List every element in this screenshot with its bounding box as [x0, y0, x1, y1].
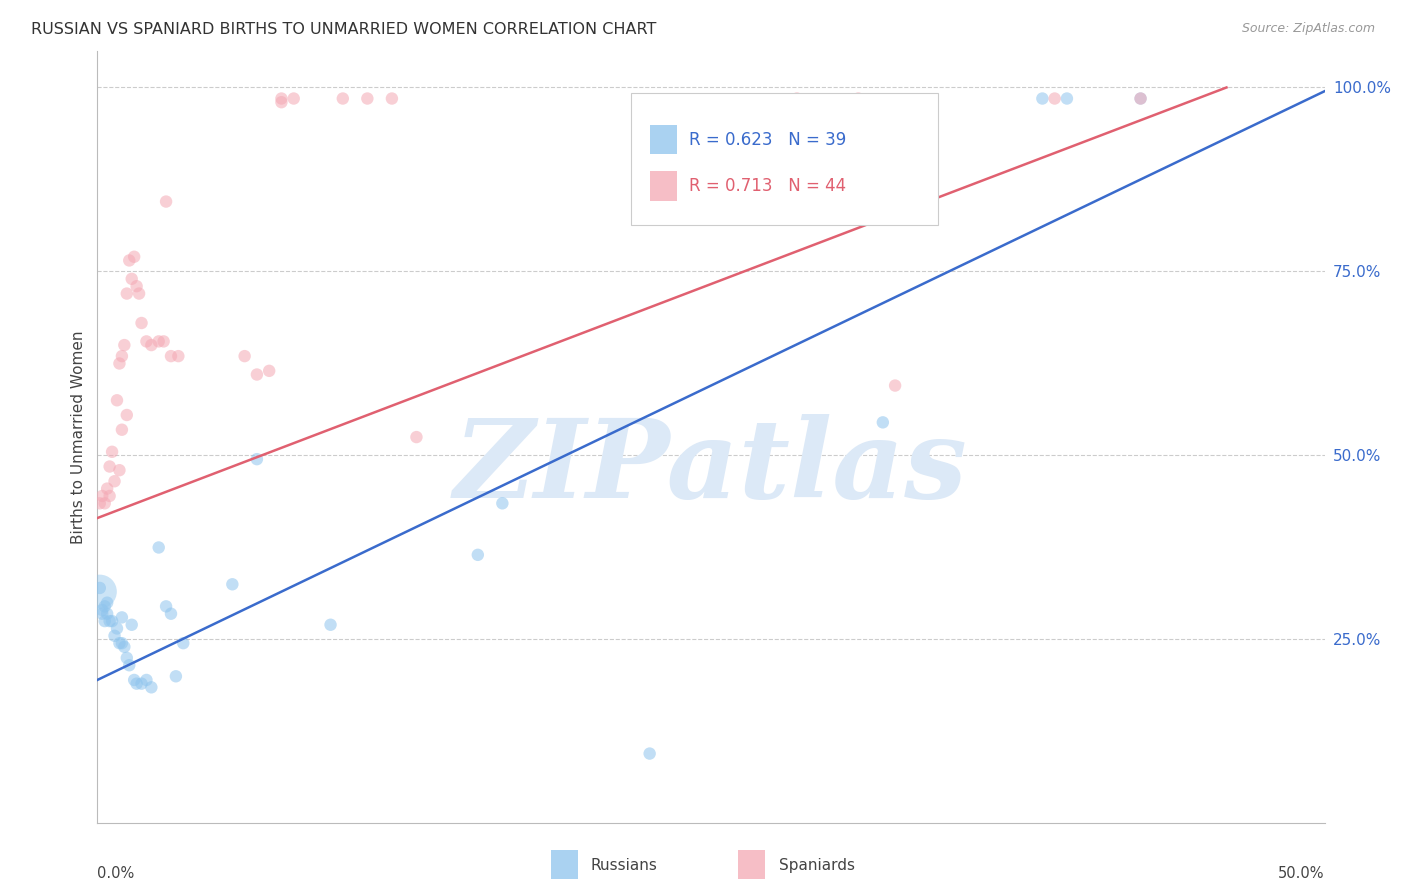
Point — [108, 463, 131, 477]
Point — [112, 338, 135, 352]
Point — [405, 430, 427, 444]
Point — [101, 614, 124, 628]
Point — [112, 640, 135, 654]
Point — [332, 91, 354, 105]
Point — [257, 364, 280, 378]
Point — [233, 349, 256, 363]
Point — [467, 548, 489, 562]
Point — [105, 393, 128, 408]
Point — [121, 617, 143, 632]
Point — [111, 423, 134, 437]
Point — [786, 91, 808, 105]
Point — [125, 279, 148, 293]
Point — [165, 669, 187, 683]
Point — [160, 349, 183, 363]
Point — [96, 482, 118, 496]
Text: 0.0%: 0.0% — [97, 866, 135, 881]
Point — [118, 253, 141, 268]
Text: R = 0.713   N = 44: R = 0.713 N = 44 — [689, 177, 846, 195]
Point — [111, 636, 134, 650]
Point — [172, 636, 194, 650]
Point — [872, 415, 894, 429]
Point — [1043, 91, 1066, 105]
Point — [491, 496, 513, 510]
Point — [93, 496, 115, 510]
Point — [108, 636, 131, 650]
Bar — [551, 850, 578, 880]
Point — [283, 91, 305, 105]
Point — [89, 496, 111, 510]
Point — [148, 334, 170, 349]
Point — [105, 622, 128, 636]
Point — [638, 747, 661, 761]
Point — [111, 610, 134, 624]
Point — [246, 368, 269, 382]
Point — [98, 459, 121, 474]
Point — [91, 603, 114, 617]
Point — [884, 378, 907, 392]
Point — [98, 614, 121, 628]
Point — [103, 629, 125, 643]
Point — [121, 272, 143, 286]
Y-axis label: Births to Unmarried Women: Births to Unmarried Women — [72, 330, 86, 544]
Point — [93, 599, 115, 614]
Point — [118, 658, 141, 673]
Point — [89, 581, 111, 595]
Point — [167, 349, 190, 363]
Point — [122, 673, 145, 687]
Point — [356, 91, 378, 105]
Point — [1031, 91, 1053, 105]
Point — [246, 452, 269, 467]
Point — [1129, 91, 1152, 105]
Text: 50.0%: 50.0% — [1278, 866, 1324, 881]
Point — [155, 194, 177, 209]
Point — [115, 651, 138, 665]
Text: R = 0.623   N = 39: R = 0.623 N = 39 — [689, 130, 846, 149]
Point — [270, 91, 292, 105]
Point — [89, 584, 111, 599]
Point — [91, 607, 114, 621]
Point — [128, 286, 150, 301]
Point — [846, 91, 869, 105]
Text: Source: ZipAtlas.com: Source: ZipAtlas.com — [1241, 22, 1375, 36]
Point — [381, 91, 404, 105]
Point — [135, 673, 157, 687]
Point — [108, 356, 131, 370]
Point — [93, 614, 115, 628]
Point — [152, 334, 174, 349]
Point — [111, 349, 134, 363]
FancyBboxPatch shape — [631, 93, 938, 225]
Bar — [650, 171, 676, 201]
Point — [1129, 91, 1152, 105]
Point — [319, 617, 342, 632]
Point — [122, 250, 145, 264]
Point — [103, 475, 125, 489]
Bar — [650, 125, 676, 154]
Text: RUSSIAN VS SPANIARD BIRTHS TO UNMARRIED WOMEN CORRELATION CHART: RUSSIAN VS SPANIARD BIRTHS TO UNMARRIED … — [31, 22, 657, 37]
Point — [96, 607, 118, 621]
Point — [125, 676, 148, 690]
Text: Russians: Russians — [591, 858, 658, 872]
Point — [160, 607, 183, 621]
Point — [135, 334, 157, 349]
Point — [1056, 91, 1078, 105]
Point — [91, 489, 114, 503]
Point — [131, 676, 153, 690]
Point — [96, 596, 118, 610]
Point — [115, 286, 138, 301]
Text: Spaniards: Spaniards — [779, 858, 855, 872]
Point — [155, 599, 177, 614]
Bar — [738, 850, 765, 880]
Point — [148, 541, 170, 555]
Point — [101, 445, 124, 459]
Text: ZIPatlas: ZIPatlas — [454, 414, 967, 522]
Point — [270, 95, 292, 110]
Point — [98, 489, 121, 503]
Point — [115, 408, 138, 422]
Point — [221, 577, 243, 591]
Point — [141, 681, 163, 695]
Point — [141, 338, 163, 352]
Point — [131, 316, 153, 330]
